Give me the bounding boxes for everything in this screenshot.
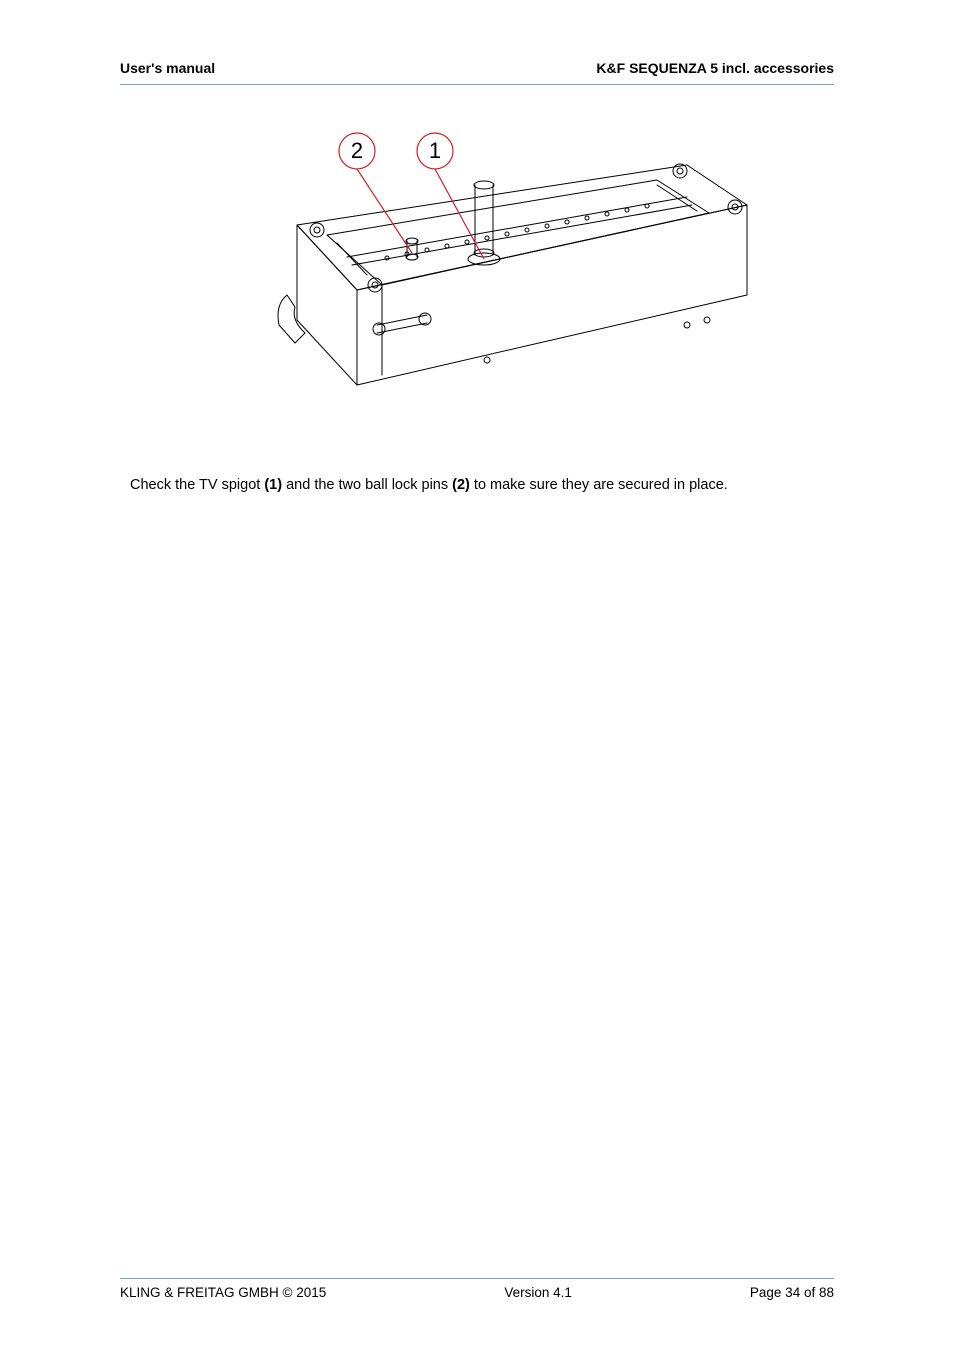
header-rule	[120, 84, 834, 85]
text-pre: Check the TV spigot	[130, 477, 264, 493]
footer-row: KLING & FREITAG GMBH © 2015 Version 4.1 …	[120, 1285, 834, 1300]
text-mid: and the two ball lock pins	[282, 477, 452, 493]
footer-rule	[120, 1278, 834, 1279]
text-post: to make sure they are secured in place.	[470, 477, 728, 493]
ref-1: (1)	[264, 477, 282, 493]
page: User's manual K&F SEQUENZA 5 incl. acces…	[0, 0, 954, 1350]
footer-left: KLING & FREITAG GMBH © 2015	[120, 1285, 326, 1300]
header-right: K&F SEQUENZA 5 incl. accessories	[596, 60, 834, 76]
page-header: User's manual K&F SEQUENZA 5 incl. acces…	[120, 60, 834, 84]
page-footer: KLING & FREITAG GMBH © 2015 Version 4.1 …	[120, 1278, 834, 1300]
instruction-text: Check the TV spigot (1) and the two ball…	[130, 475, 750, 495]
ref-2: (2)	[452, 477, 470, 493]
footer-right: Page 34 of 88	[750, 1285, 834, 1300]
flyframe-illustration: 21	[187, 125, 767, 435]
figure: 21	[120, 125, 834, 435]
svg-text:2: 2	[351, 138, 363, 163]
svg-text:1: 1	[429, 138, 441, 163]
footer-center: Version 4.1	[504, 1285, 572, 1300]
header-left: User's manual	[120, 60, 215, 76]
